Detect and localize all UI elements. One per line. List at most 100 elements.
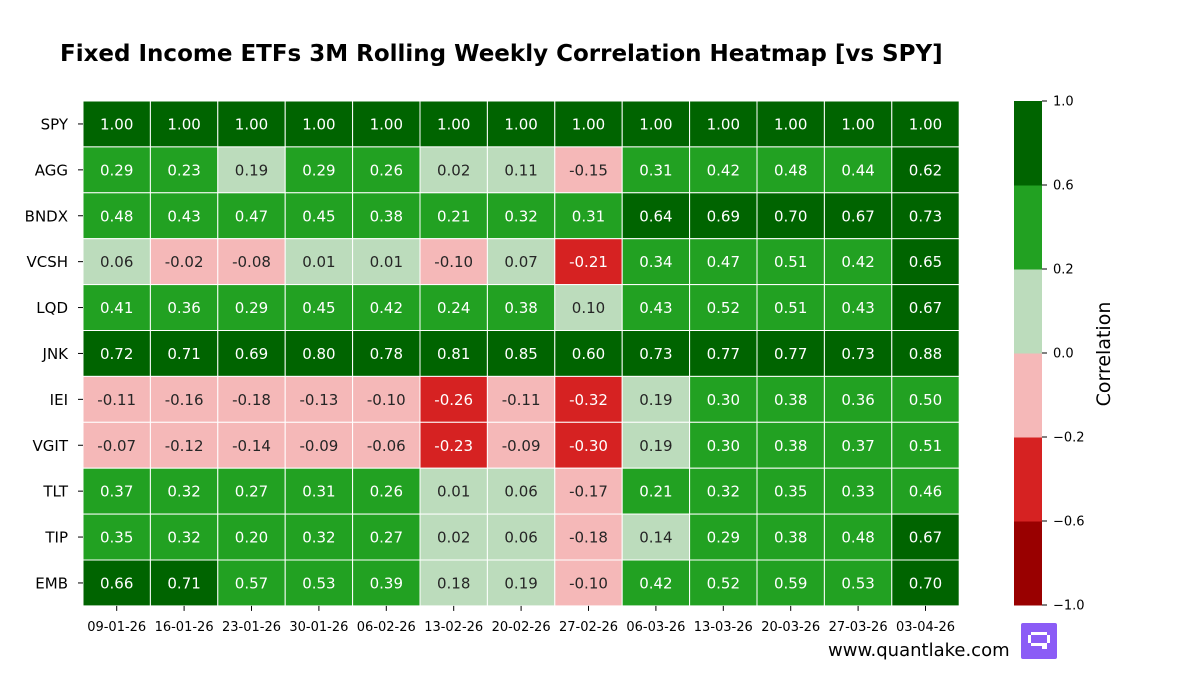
heatmap-cell <box>689 146 758 194</box>
heatmap-cell <box>149 100 219 148</box>
cell-value-label: -0.13 <box>299 391 338 409</box>
column-label: 16-01-26 <box>155 620 214 635</box>
heatmap-cell <box>689 330 758 377</box>
heatmap-cell <box>82 146 151 194</box>
heatmap-row-emb: 0.66 0.71 0.57 0.53 0.39 0.18 0.19 -0.10 0.42 0.5… <box>82 559 960 607</box>
cell-value-label: 0.51 <box>909 437 942 455</box>
cell-value-label: 0.02 <box>437 529 470 547</box>
column-label: 20-03-26 <box>761 620 820 635</box>
heatmap-cell <box>554 330 623 377</box>
cell-value-label: 0.38 <box>504 299 537 317</box>
cell-value-label: 0.38 <box>370 207 403 225</box>
column-labels: 09-01-26 16-01-26 23-01-26 30-01-26 06-02-26… <box>87 605 955 635</box>
cell-value-label: 0.59 <box>774 574 807 592</box>
cell-value-label: 0.45 <box>302 299 335 317</box>
heatmap-cell <box>689 100 758 148</box>
cell-value-label: 0.48 <box>841 529 874 547</box>
heatmap-row-tip: 0.35 0.32 0.20 0.32 0.27 0.02 0.06 -0.18 0.14 0.2… <box>82 513 960 561</box>
cell-value-label: 1.00 <box>302 115 335 133</box>
cell-value-label: 0.19 <box>639 391 672 409</box>
cell-value-label: -0.11 <box>502 391 541 409</box>
cell-value-label: 1.00 <box>909 115 942 133</box>
cell-value-label: 0.73 <box>909 207 942 225</box>
cell-value-label: 0.30 <box>707 437 740 455</box>
cell-value-label: 0.42 <box>841 253 874 271</box>
heatmap-row-vcsh: 0.06 -0.02 -0.08 0.01 0.01 -0.10 0.07 -0.21 0.34… <box>82 238 960 286</box>
heatmap-cell <box>621 421 691 469</box>
heatmap-cell <box>82 559 151 607</box>
cell-value-label: 0.06 <box>504 529 537 547</box>
column-label: 20-02-26 <box>492 620 551 635</box>
heatmap-cell <box>149 513 219 561</box>
cell-value-label: 0.32 <box>167 483 200 501</box>
heatmap-cell <box>486 284 556 332</box>
cell-value-label: 0.70 <box>774 207 807 225</box>
colorbar-tick-label: 0.0 <box>1053 347 1074 362</box>
cell-value-label: 0.66 <box>100 574 133 592</box>
heatmap-cell <box>756 238 825 286</box>
heatmap-cell <box>284 467 354 515</box>
cell-value-label: -0.10 <box>434 253 473 271</box>
row-labels: SPY AGG BNDX VCSH LQD JNK IEI VGIT TLT TIP EMB <box>25 115 83 592</box>
column-label: 03-04-26 <box>896 620 955 635</box>
heatmap-cell <box>82 192 151 240</box>
heatmap-cell <box>823 513 893 561</box>
cell-value-label: 0.38 <box>774 529 807 547</box>
heatmap-cell <box>689 375 758 423</box>
cell-value-label: 0.72 <box>100 345 133 363</box>
heatmap-cell <box>284 559 354 607</box>
cell-value-label: 0.71 <box>167 574 200 592</box>
heatmap-cell <box>689 238 758 286</box>
cell-value-label: -0.09 <box>299 437 338 455</box>
heatmap-cell <box>891 330 960 377</box>
heatmap-cell <box>149 330 219 377</box>
cell-value-label: 0.67 <box>841 207 874 225</box>
cell-value-label: -0.02 <box>165 253 204 271</box>
heatmap-cell <box>217 284 286 332</box>
heatmap-cell <box>82 100 151 148</box>
heatmap-row-agg: 0.29 0.23 0.19 0.29 0.26 0.02 0.11 -0.15 0.31 0.4… <box>82 146 960 194</box>
heatmap-cell <box>621 146 691 194</box>
cell-value-label: 1.00 <box>167 115 200 133</box>
heatmap-cell <box>486 146 556 194</box>
cell-value-label: 0.71 <box>167 345 200 363</box>
cell-value-label: 0.73 <box>639 345 672 363</box>
heatmap-cell <box>621 467 691 515</box>
cell-value-label: 0.47 <box>235 207 268 225</box>
website-url[interactable]: www.quantlake.com <box>828 640 1010 661</box>
column-label: 27-03-26 <box>829 620 888 635</box>
heatmap-cell <box>621 375 691 423</box>
cell-value-label: 0.01 <box>437 483 470 501</box>
heatmap-row-iei: -0.11 -0.16 -0.18 -0.13 -0.10 -0.26 -0.11 -0.32… <box>82 375 960 423</box>
colorbar-tick-label: −0.6 <box>1053 515 1085 530</box>
heatmap-cell <box>486 513 556 561</box>
cell-value-label: 1.00 <box>707 115 740 133</box>
cell-value-label: 0.48 <box>774 161 807 179</box>
cell-value-label: 0.43 <box>167 207 200 225</box>
heatmap-cell <box>82 330 151 377</box>
cell-value-label: 0.01 <box>370 253 403 271</box>
cell-value-label: 1.00 <box>437 115 470 133</box>
colorbar-tick-label: 0.2 <box>1053 263 1074 278</box>
row-label: TLT <box>42 483 68 501</box>
colorbar-segment <box>1014 521 1042 606</box>
cell-value-label: -0.07 <box>97 437 136 455</box>
cell-value-label: 0.73 <box>841 345 874 363</box>
heatmap-cell <box>486 375 556 423</box>
cell-value-label: 0.53 <box>841 574 874 592</box>
cell-value-label: 0.06 <box>100 253 133 271</box>
cell-value-label: -0.15 <box>569 161 608 179</box>
heatmap-cell <box>823 467 893 515</box>
cell-value-label: 0.39 <box>370 574 403 592</box>
cell-value-label: -0.21 <box>569 253 608 271</box>
colorbar-segment <box>1014 353 1042 438</box>
heatmap-cell <box>554 100 623 148</box>
column-label: 09-01-26 <box>87 620 146 635</box>
cell-value-label: 0.19 <box>504 574 537 592</box>
heatmap-cell <box>149 192 219 240</box>
cell-value-label: 0.46 <box>909 483 942 501</box>
heatmap-cell <box>149 559 219 607</box>
heatmap-cell <box>419 467 488 515</box>
cell-value-label: -0.09 <box>502 437 541 455</box>
colorbar-segment <box>1014 101 1042 186</box>
